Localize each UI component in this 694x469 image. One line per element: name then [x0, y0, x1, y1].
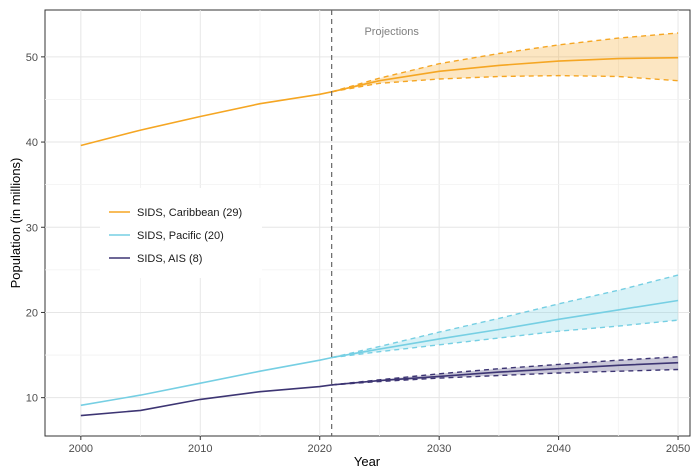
legend-label-1: SIDS, Pacific (20): [137, 230, 224, 242]
y-axis-title: Population (in millions): [8, 158, 23, 289]
projection-median-line-series-2: [331, 361, 679, 386]
x-axis-title: Year: [354, 454, 381, 469]
x-tick-label: 2010: [188, 443, 212, 455]
legend: SIDS, Caribbean (29) SIDS, Pacific (20) SI…: [100, 188, 262, 278]
lower-bound-line-series-1: [331, 319, 679, 359]
legend-label-2: SIDS, AIS (8): [137, 253, 202, 265]
projection-median-line-series-1: [331, 299, 679, 359]
legend-background: [100, 188, 262, 278]
x-tick-label: 2030: [427, 443, 451, 455]
historical-line-series-0: [80, 91, 332, 147]
lower-bound-line-series-2: [331, 368, 679, 386]
y-tick-label: 50: [26, 52, 38, 64]
historical-line-series-2: [80, 384, 332, 417]
x-tick-label: 2050: [666, 443, 690, 455]
projections-annotation: Projections: [364, 26, 419, 38]
historical-line-series-1: [80, 356, 332, 407]
projection-median-line-series-0: [331, 56, 679, 93]
x-tick-label: 2020: [307, 443, 331, 455]
upper-bound-line-series-1: [331, 274, 679, 359]
y-tick-label: 10: [26, 393, 38, 405]
upper-bound-line-series-0: [331, 32, 679, 93]
gridlines: [45, 10, 690, 436]
projection-band-series-1: [331, 275, 679, 358]
y-tick-label: 30: [26, 222, 38, 234]
lower-bound-line-series-0: [331, 74, 679, 93]
y-tick-label: 40: [26, 137, 38, 149]
y-tick-label: 20: [26, 307, 38, 319]
series-lines: [80, 32, 679, 417]
x-tick-label: 2040: [546, 443, 570, 455]
x-tick-label: 2000: [69, 443, 93, 455]
legend-label-0: SIDS, Caribbean (29): [137, 207, 242, 219]
projection-band-series-0: [331, 33, 679, 92]
